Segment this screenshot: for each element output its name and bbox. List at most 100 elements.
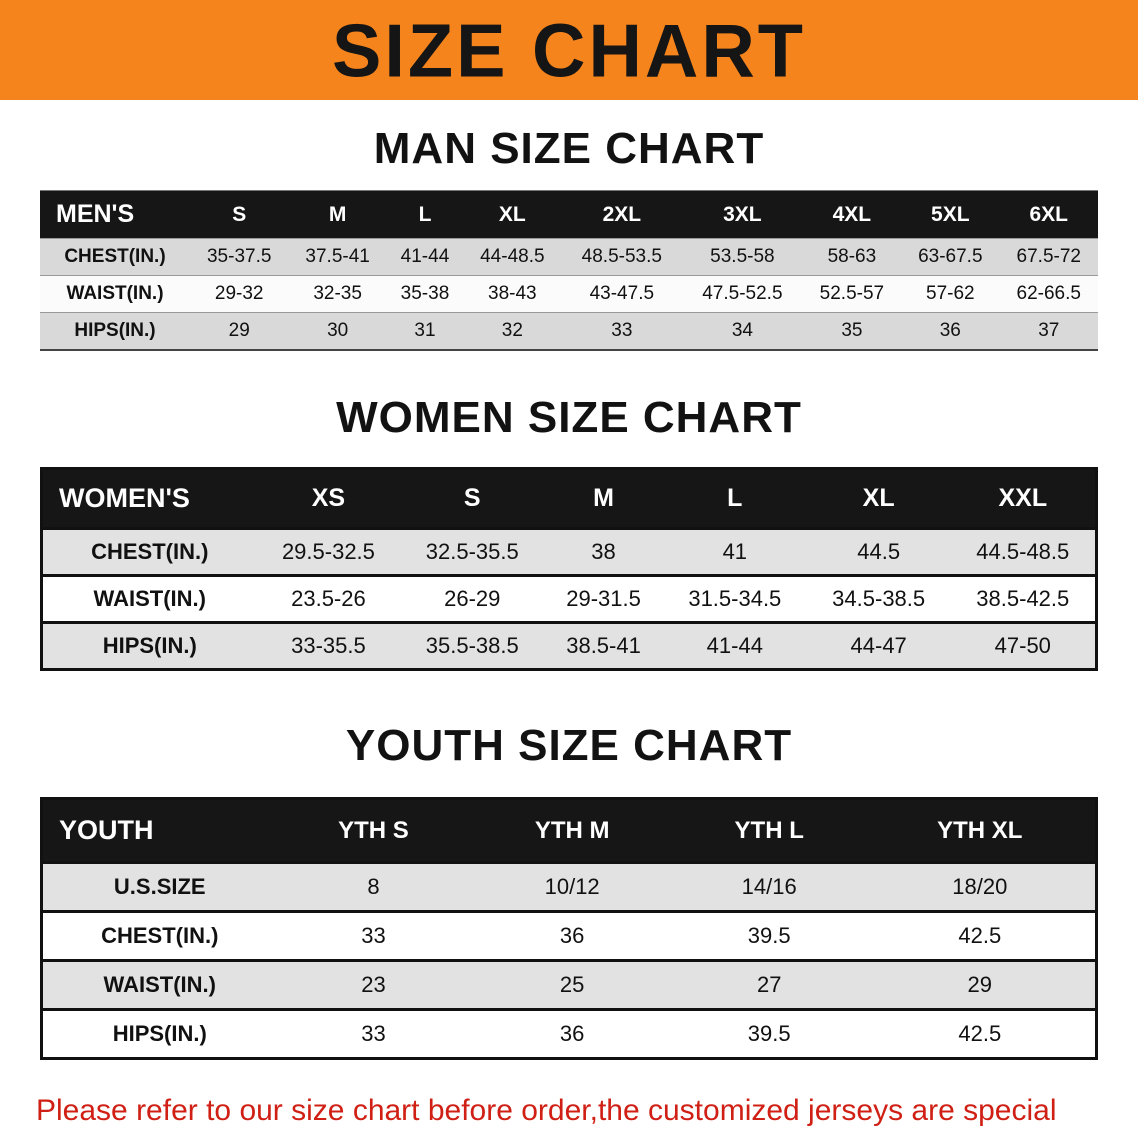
size-value: 35-37.5 (206, 246, 272, 267)
row-label: U.S.SIZE (113, 874, 206, 899)
table-row: HIPS(IN.) 33 36 39.5 42.5 (41, 1009, 1097, 1059)
table-row: U.S.SIZE 8 10/12 14/16 18/20 (41, 862, 1097, 912)
size-value: 39.5 (747, 1021, 791, 1046)
size-value: 32 (501, 320, 523, 341)
size-value: 47-50 (994, 633, 1051, 658)
page-title: SIZE CHART (332, 7, 806, 93)
row-label: HIPS(IN.) (112, 1021, 207, 1046)
table-header-row: YOUTH YTH S YTH M YTH L YTH XL (41, 798, 1097, 863)
size-value: 62-66.5 (1016, 283, 1081, 304)
size-value: 29 (967, 972, 993, 997)
size-column-header: S (190, 190, 289, 239)
size-value: 29 (228, 320, 250, 341)
women-size-table: WOMEN'S XS S M L XL XXL CHEST(IN.) 29.5-32.5 32.5… (40, 467, 1098, 671)
size-value: 42.5 (958, 1021, 1002, 1046)
size-value: 32.5-35.5 (425, 539, 519, 564)
size-value: 8 (367, 874, 380, 899)
youth-section-heading: YOUTH SIZE CHART (345, 721, 793, 770)
size-value: 27 (756, 972, 782, 997)
size-column-header: XL (463, 190, 562, 239)
size-value: 58-63 (827, 246, 877, 267)
size-value: 26-29 (444, 586, 501, 611)
size-value: 44-47 (850, 633, 907, 658)
disclaimer-line-1: Please refer to our size chart before or… (36, 1094, 1057, 1127)
size-value: 29-32 (214, 283, 264, 304)
row-label: WAIST(IN.) (66, 283, 164, 304)
size-value: 33 (361, 923, 386, 948)
size-value: 31 (414, 320, 436, 341)
size-value: 44.5 (857, 539, 901, 564)
table-corner-label: WOMEN'S (41, 468, 257, 529)
size-value: 37 (1038, 320, 1060, 341)
size-value: 52.5-57 (819, 283, 885, 304)
size-column-header: 5XL (901, 190, 1000, 239)
table-row: CHEST(IN.) 33 36 39.5 42.5 (41, 911, 1097, 961)
table-row: WAIST(IN.) 23.5-26 26-29 29-31.5 31.5-34.5 34… (41, 575, 1097, 623)
size-column-header: S (400, 468, 545, 529)
disclaimer: Please refer to our size chart before or… (36, 1088, 1108, 1132)
size-value: 53.5-58 (710, 246, 775, 267)
size-column-header: 4XL (802, 190, 902, 239)
table-header-row: WOMEN'S XS S M L XL XXL (41, 468, 1097, 529)
size-value: 38-43 (488, 283, 537, 304)
size-value: 32-35 (313, 283, 362, 304)
size-value: 33 (611, 320, 633, 341)
table-row: HIPS(IN.) 33-35.5 35.5-38.5 38.5-41 41-44 44-… (41, 622, 1097, 670)
size-column-header: M (544, 468, 663, 529)
women-section-heading: WOMEN SIZE CHART (336, 393, 802, 442)
youth-size-table: YOUTH YTH S YTH M YTH L YTH XL U.S.SIZE 8 10/12… (40, 797, 1098, 1060)
size-value: 63-67.5 (918, 246, 983, 267)
size-value: 36 (559, 1021, 585, 1046)
size-value: 44-48.5 (480, 246, 545, 267)
size-value: 23 (361, 972, 386, 997)
size-column-header: XL (806, 468, 951, 529)
size-column-header: YTH L (673, 798, 865, 863)
size-value: 41-44 (706, 633, 763, 658)
table-row: CHEST(IN.) 35-37.5 37.5-41 41-44 44-48.5 48.5… (40, 238, 1098, 276)
women-size-section: WOMEN SIZE CHART WOMEN'S XS S M L XL XXL CHEST(… (0, 393, 1138, 671)
size-value: 34 (731, 320, 753, 341)
size-column-header: YTH S (276, 798, 471, 863)
size-value: 57-62 (926, 283, 975, 304)
size-chart-banner: SIZE CHART (0, 0, 1138, 100)
size-value: 14/16 (741, 874, 797, 899)
size-value: 38 (591, 539, 616, 564)
size-column-header: XXL (950, 468, 1097, 529)
row-label: WAIST(IN.) (93, 586, 206, 611)
row-label: CHEST(IN.) (91, 539, 209, 564)
size-value: 43-47.5 (589, 283, 655, 304)
table-row: HIPS(IN.) 29 30 31 32 33 34 35 36 37 (40, 312, 1098, 350)
size-value: 44.5-48.5 (976, 539, 1070, 564)
size-column-header: L (386, 190, 464, 239)
size-value: 18/20 (952, 874, 1008, 899)
size-value: 34.5-38.5 (832, 586, 926, 611)
table-corner-label: MEN'S (40, 190, 190, 239)
row-label: WAIST(IN.) (103, 972, 216, 997)
size-value: 48.5-53.5 (581, 246, 662, 267)
men-size-table: MEN'S S M L XL 2XL 3XL 4XL 5XL 6XL CHEST(IN.) 35-37… (40, 190, 1098, 351)
table-row: WAIST(IN.) 29-32 32-35 35-38 38-43 43-47.5 47.… (40, 275, 1098, 313)
size-value: 39.5 (747, 923, 791, 948)
size-column-header: 6XL (999, 190, 1098, 239)
size-value: 33 (361, 1021, 386, 1046)
size-value: 23.5-26 (291, 586, 366, 611)
size-column-header: YTH XL (864, 798, 1097, 863)
size-value: 35-38 (400, 283, 450, 304)
size-value: 67.5-72 (1016, 246, 1081, 267)
row-label: CHEST(IN.) (101, 923, 219, 948)
table-corner-label: YOUTH (41, 798, 277, 863)
table-row: WAIST(IN.) 23 25 27 29 (41, 960, 1097, 1010)
men-size-section: MAN SIZE CHART MEN'S S M L XL 2XL 3XL 4XL 5XL 6XL… (0, 124, 1138, 351)
size-value: 30 (327, 320, 349, 341)
size-column-header: YTH M (470, 798, 674, 863)
size-value: 42.5 (958, 923, 1002, 948)
size-column-header: L (662, 468, 807, 529)
size-value: 35 (841, 320, 863, 341)
men-section-heading: MAN SIZE CHART (373, 124, 765, 173)
size-value: 38.5-42.5 (976, 586, 1070, 611)
table-row: CHEST(IN.) 29.5-32.5 32.5-35.5 38 41 44.5 44.5… (41, 528, 1097, 576)
size-value: 37.5-41 (305, 246, 370, 267)
size-value: 35.5-38.5 (425, 633, 519, 658)
row-label: HIPS(IN.) (74, 320, 156, 341)
